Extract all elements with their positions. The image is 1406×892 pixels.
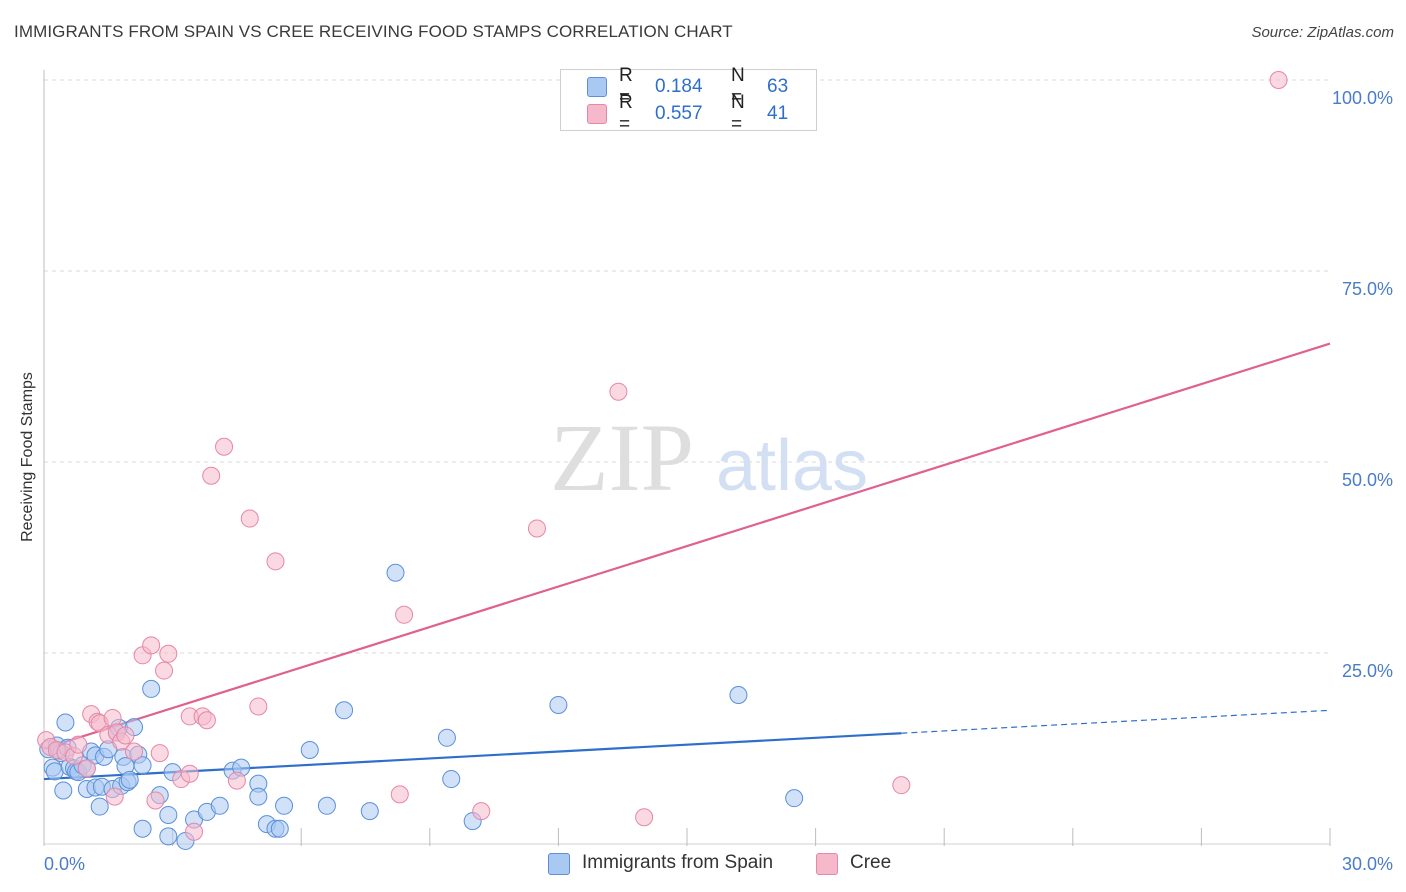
legend-label-spain: Immigrants from Spain (582, 852, 774, 873)
watermark: ZIP atlas (550, 404, 868, 511)
spain-point (437, 728, 456, 747)
cree-point (125, 742, 144, 761)
cree-point (180, 764, 199, 783)
legend-swatch-spain (548, 853, 570, 875)
spain-point (386, 563, 405, 582)
x-tick-label: 30.0% (1342, 854, 1393, 874)
cree-point (197, 711, 216, 730)
y-tick-label: 100.0% (1332, 88, 1393, 108)
spain-point (729, 686, 748, 705)
watermark-atlas: atlas (716, 426, 868, 506)
spain-point (159, 827, 178, 846)
legend-r-value: 0.184 (655, 76, 703, 97)
cree-point (185, 822, 204, 841)
grid (44, 79, 1330, 654)
cree-point (472, 802, 491, 821)
legend-r-value: 0.557 (655, 103, 703, 124)
watermark-zip: ZIP (550, 404, 694, 511)
cree-point (105, 787, 124, 806)
spain-point (56, 713, 75, 732)
cree-point (249, 697, 268, 716)
cree-point (155, 661, 174, 680)
spain-point (54, 781, 73, 800)
spain-point (317, 796, 336, 815)
spain-point (120, 770, 139, 789)
spain-point (90, 797, 109, 816)
y-tick-label: 50.0% (1342, 470, 1393, 490)
cree-point (215, 437, 234, 456)
y-tick-label: 25.0% (1342, 661, 1393, 681)
spain-point (159, 805, 178, 824)
legend-n-label: N = (731, 65, 745, 108)
spain-point (275, 796, 294, 815)
legend-r-label: R = (619, 65, 633, 108)
legend-r-label: R = (619, 92, 633, 135)
spain-point (442, 770, 461, 789)
spain-point (335, 701, 354, 720)
cree-point (227, 771, 246, 790)
x-tick-label: 0.0% (44, 854, 85, 874)
cree-point (159, 644, 178, 663)
cree-point (146, 791, 165, 810)
legend-n-label: N = (731, 92, 745, 135)
legend-n-value: 63 (767, 76, 789, 97)
spain-point (249, 787, 268, 806)
cree-point (395, 605, 414, 624)
spain-point (45, 762, 64, 781)
cree-point (69, 735, 88, 754)
cree-point (609, 382, 628, 401)
spain-point (785, 789, 804, 808)
spain-point (300, 741, 319, 760)
spain-point (142, 679, 161, 698)
tick-labels: 25.0% 50.0% 75.0% 100.0% 0.0% 30.0% (44, 88, 1393, 874)
legend-swatch-spain (587, 77, 607, 97)
legend-n-value: 41 (767, 103, 789, 124)
spain-trendline-extension (901, 709, 1331, 734)
source-label: Source: ZipAtlas.com (1251, 24, 1394, 41)
legend-swatch-cree (587, 104, 607, 124)
chart-title: IMMIGRANTS FROM SPAIN VS CREE RECEIVING … (14, 22, 733, 41)
cree-point (116, 726, 135, 745)
axes (43, 70, 1331, 846)
cree-point (77, 759, 96, 778)
cree-point (635, 808, 654, 827)
cree-trendline (43, 342, 1331, 750)
spain-point (360, 802, 379, 821)
cree-point (142, 636, 161, 655)
data-points (37, 71, 1288, 850)
cree-point (892, 776, 911, 795)
spain-point (549, 695, 568, 714)
spain-point (270, 819, 289, 838)
cree-point (202, 466, 221, 485)
correlation-legend: R = 0.184 N = 63 R = 0.557 N = 41 (560, 65, 817, 135)
cree-point (527, 519, 546, 538)
cree-point (266, 552, 285, 571)
legend-swatch-cree (816, 853, 838, 875)
cree-point (1269, 71, 1288, 89)
cree-point (240, 509, 259, 528)
cree-point (390, 785, 409, 804)
spain-point (133, 756, 152, 775)
legend-label-cree: Cree (850, 852, 892, 873)
spain-point (210, 796, 229, 815)
y-tick-label: 75.0% (1342, 279, 1393, 299)
cree-point (150, 744, 169, 763)
spain-point (133, 819, 152, 838)
